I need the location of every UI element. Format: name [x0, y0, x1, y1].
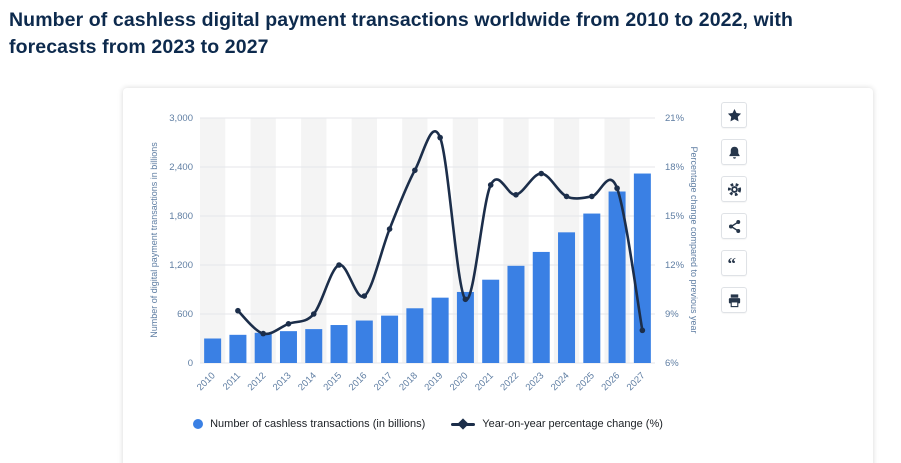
- x-axis-label: 2024: [549, 370, 572, 393]
- legend-item-bars[interactable]: Number of cashless transactions (in bill…: [193, 418, 425, 430]
- bar-2011[interactable]: [229, 334, 247, 363]
- column-stripe: [250, 118, 276, 363]
- line-point[interactable]: [614, 185, 620, 192]
- svg-text:“: “: [727, 256, 735, 271]
- bar-series-marker: [193, 419, 204, 429]
- x-axis-label: 2022: [498, 370, 521, 393]
- bar-2015[interactable]: [330, 325, 348, 363]
- left-axis-tick: 3,000: [169, 113, 193, 124]
- bar-2012[interactable]: [254, 332, 272, 363]
- bar-2016[interactable]: [355, 320, 373, 363]
- right-axis-tick: 21%: [665, 113, 685, 124]
- line-point[interactable]: [361, 293, 368, 299]
- quote-icon: “: [727, 256, 735, 271]
- bar-2019[interactable]: [431, 297, 449, 363]
- bar-2013[interactable]: [279, 331, 297, 363]
- chart-legend: Number of cashless transactions (in bill…: [123, 418, 733, 430]
- notifications-button[interactable]: [721, 139, 747, 165]
- left-axis-title: Number of digital payment transactions i…: [149, 142, 159, 338]
- bar-2027[interactable]: [633, 173, 651, 363]
- line-point[interactable]: [513, 191, 519, 198]
- favorite-button[interactable]: [721, 102, 747, 128]
- x-axis-label: 2019: [423, 370, 446, 393]
- x-axis-label: 2017: [372, 370, 395, 393]
- line-series-marker: [451, 418, 476, 430]
- line-point[interactable]: [310, 311, 317, 317]
- left-axis-tick: 600: [177, 309, 193, 320]
- bar-2018[interactable]: [406, 308, 424, 363]
- line-point[interactable]: [589, 193, 595, 200]
- x-axis-label: 2027: [625, 370, 648, 393]
- settings-button[interactable]: [721, 176, 747, 202]
- right-axis-tick: 15%: [665, 211, 685, 222]
- diamond-marker: [457, 418, 469, 430]
- line-point[interactable]: [386, 226, 393, 232]
- x-axis-label: 2020: [448, 370, 471, 393]
- share-button[interactable]: [721, 213, 747, 239]
- bar-2025[interactable]: [583, 213, 601, 363]
- x-axis-label: 2016: [347, 370, 370, 393]
- x-axis-label: 2010: [195, 370, 218, 393]
- right-axis-title: Percentage change compared to previous y…: [689, 146, 699, 334]
- combo-chart[interactable]: 0 600 1,200 1,800 2,400 3,000 6% 9% 12% 15% 18% 21%…: [163, 100, 718, 400]
- x-axis-label: 2013: [271, 370, 294, 393]
- bar-2021[interactable]: [482, 279, 500, 363]
- bell-icon: [728, 146, 740, 159]
- right-axis-tick: 6%: [665, 358, 679, 369]
- left-axis-tick: 1,800: [169, 211, 193, 222]
- chart-card: Number of digital payment transactions i…: [123, 88, 873, 463]
- x-axis-label: 2012: [246, 370, 269, 393]
- right-axis-tick: 9%: [665, 309, 679, 320]
- line-point[interactable]: [285, 321, 292, 327]
- x-axis-label: 2011: [221, 370, 243, 392]
- bar-2020[interactable]: [456, 291, 474, 363]
- line-point[interactable]: [437, 134, 443, 141]
- star-icon: [727, 108, 741, 121]
- right-axis-tick: 18%: [665, 162, 685, 173]
- line-point[interactable]: [462, 296, 469, 303]
- line-point[interactable]: [487, 182, 494, 188]
- bar-2017[interactable]: [381, 315, 399, 363]
- line-point[interactable]: [538, 170, 545, 177]
- line-point[interactable]: [412, 167, 418, 174]
- share-icon: [728, 219, 740, 233]
- left-axis-tick: 0: [188, 358, 193, 369]
- print-button[interactable]: [721, 287, 747, 313]
- left-axis-tick: 2,400: [169, 162, 193, 173]
- legend-item-line[interactable]: Year-on-year percentage change (%): [451, 418, 663, 430]
- bar-2010[interactable]: [204, 338, 222, 364]
- right-axis-tick: 12%: [665, 260, 685, 271]
- legend-label-bars: Number of cashless transactions (in bill…: [210, 418, 426, 430]
- column-stripe: [301, 118, 327, 363]
- left-axis-tick: 1,200: [169, 260, 193, 271]
- x-axis-label: 2018: [397, 370, 420, 393]
- x-axis-label: 2023: [524, 370, 547, 393]
- x-axis-label: 2025: [574, 370, 597, 393]
- gear-icon: [727, 182, 741, 196]
- line-point[interactable]: [260, 330, 266, 337]
- legend-label-line: Year-on-year percentage change (%): [482, 418, 663, 430]
- bar-2026[interactable]: [608, 191, 626, 364]
- chart-toolbar: “: [721, 102, 747, 313]
- x-axis-label: 2015: [321, 370, 344, 393]
- bar-2014[interactable]: [305, 329, 323, 363]
- bar-2022[interactable]: [507, 265, 525, 363]
- bar-2024[interactable]: [558, 232, 576, 363]
- line-point[interactable]: [336, 262, 342, 268]
- printer-icon: [728, 293, 740, 307]
- line-point[interactable]: [235, 307, 241, 314]
- line-point[interactable]: [563, 193, 570, 200]
- cite-button[interactable]: “: [721, 250, 747, 276]
- page-title: Number of cashless digital payment trans…: [9, 9, 793, 58]
- x-axis-label: 2014: [296, 370, 319, 393]
- x-axis-label: 2026: [599, 370, 622, 393]
- column-stripe: [200, 118, 226, 363]
- x-axis-label: 2021: [473, 370, 496, 393]
- bar-2023[interactable]: [532, 251, 550, 363]
- line-point[interactable]: [639, 327, 646, 334]
